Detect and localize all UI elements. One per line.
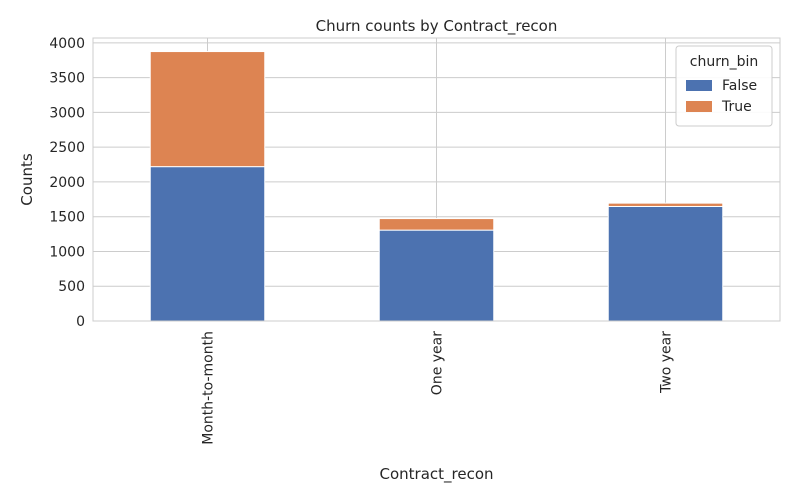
- x-axis-title: Contract_recon: [379, 465, 493, 484]
- y-tick-label: 3000: [49, 105, 85, 121]
- legend: churn_bin False True: [675, 45, 773, 127]
- chart-title: Churn counts by Contract_recon: [316, 17, 558, 36]
- bar-false-1: [378, 229, 495, 322]
- axes-layer: [92, 37, 781, 322]
- y-tick-label: 0: [76, 314, 85, 330]
- bar-true-0: [149, 51, 266, 168]
- bar-false-0: [149, 166, 266, 322]
- legend-swatch-true: [686, 101, 712, 112]
- bar-true-1: [378, 218, 495, 231]
- y-tick-label: 4000: [49, 36, 85, 52]
- bar-true-2: [607, 202, 724, 207]
- y-tick-label: 2000: [49, 175, 85, 191]
- legend-title: churn_bin: [690, 54, 758, 70]
- y-axis-title: Counts: [18, 153, 36, 206]
- legend-label-true: True: [721, 99, 752, 115]
- legend-items: False True: [686, 78, 757, 115]
- plot-frame: [92, 37, 781, 322]
- ticks-layer: 0 500 1000 1500 2000 2500 3000 3500 4000 Month-to…: [49, 36, 674, 445]
- legend-label-false: False: [722, 78, 757, 94]
- legend-swatch-false: [686, 80, 712, 91]
- x-tick-label: Two year: [659, 331, 675, 394]
- bars-layer: [149, 51, 724, 322]
- y-tick-label: 3500: [49, 71, 85, 87]
- y-tick-label: 500: [58, 279, 85, 295]
- y-tick-label: 1000: [49, 244, 85, 260]
- y-tick-label: 2500: [49, 140, 85, 156]
- y-tick-label: 1500: [49, 210, 85, 226]
- x-tick-label: Month-to-month: [201, 331, 217, 445]
- x-tick-label: One year: [430, 331, 446, 395]
- bar-false-2: [607, 205, 724, 322]
